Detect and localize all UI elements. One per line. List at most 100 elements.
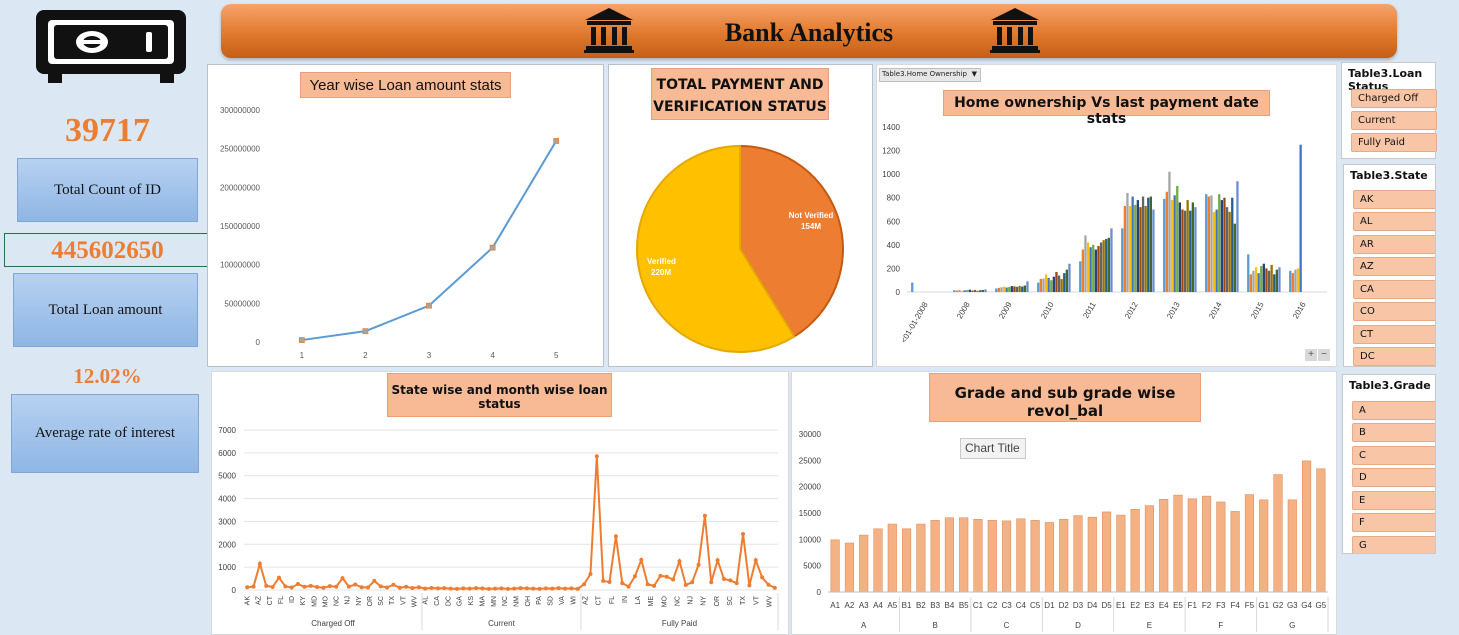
home-chart-panel[interactable]: Table3.Home Ownership ▼ Home ownership V… — [876, 64, 1337, 367]
slicer-item-co[interactable]: CO — [1353, 302, 1435, 321]
title-banner: Bank Analytics — [221, 4, 1397, 58]
x-tick-label: NY — [356, 596, 363, 606]
slicer-item-d[interactable]: D — [1352, 468, 1435, 487]
bar — [1008, 287, 1011, 292]
y-tick-label: 30000 — [799, 430, 822, 439]
bar — [1260, 266, 1263, 292]
x-tick-label: NC — [502, 596, 509, 606]
bar — [1139, 207, 1142, 292]
x-tick-label: VA — [559, 596, 566, 605]
expand-icon[interactable]: + — [1305, 349, 1317, 361]
kpi-loan-label: Total Loan amount — [13, 273, 198, 347]
bar — [963, 290, 966, 292]
slicer-item-ar[interactable]: AR — [1353, 235, 1435, 254]
slicer-item-b[interactable]: B — [1352, 423, 1435, 442]
grade-slicer[interactable]: Table3.Grade A B C D E F G — [1342, 374, 1436, 554]
chart-title-placeholder[interactable]: Chart Title — [960, 438, 1026, 459]
x-tick-label: A5 — [887, 601, 897, 610]
data-point — [772, 585, 777, 590]
x-tick-label: F2 — [1202, 601, 1212, 610]
data-point — [702, 513, 707, 518]
slicer-item-az[interactable]: AZ — [1353, 257, 1435, 276]
group-label: G — [1289, 621, 1295, 630]
collapse-icon[interactable]: − — [1318, 349, 1330, 361]
slicer-item-ct[interactable]: CT — [1353, 325, 1435, 344]
x-tick-label: 2012 — [1123, 300, 1140, 320]
y-tick-label: 20000 — [799, 483, 822, 492]
slicer-item-al[interactable]: AL — [1353, 212, 1435, 231]
data-point — [378, 584, 383, 589]
x-tick-label: FL — [278, 596, 285, 604]
x-tick-label: OH — [525, 596, 532, 607]
loan-status-slicer[interactable]: Table3.Loan Status Charged Off Current F… — [1341, 62, 1437, 159]
bar — [916, 523, 926, 593]
bar — [1254, 267, 1258, 292]
data-point — [569, 586, 574, 591]
grade-chart-panel[interactable]: Grade and sub grade wise revol_bal Chart… — [791, 371, 1337, 635]
slicer-item-e[interactable]: E — [1352, 491, 1435, 510]
slicer-item-ak[interactable]: AK — [1353, 190, 1435, 209]
selected-cell[interactable] — [4, 233, 209, 267]
bar — [1296, 268, 1300, 292]
slicer-item-g[interactable]: G — [1352, 536, 1435, 553]
data-point — [531, 586, 536, 591]
slicer-item-current[interactable]: Current — [1351, 111, 1437, 130]
grade-bar-chart: 0 5000 10000 15000 20000 25000 30000 A1 A2 A3 A4 A5… — [799, 430, 1329, 632]
year-chart-panel[interactable]: Year wise Loan amount stats 0 50000000 100… — [207, 64, 604, 367]
x-tick-label: OR — [367, 596, 374, 607]
bar — [1294, 269, 1297, 292]
bar — [887, 523, 897, 593]
pie-label-not-verified: Not Verified — [789, 211, 834, 220]
slicer-item-f[interactable]: F — [1352, 513, 1435, 532]
y-tick-label: 250000000 — [220, 145, 261, 154]
data-point — [391, 582, 396, 587]
slicer-item-c[interactable]: C — [1352, 446, 1435, 465]
slicer-item-fully-paid[interactable]: Fully Paid — [1351, 133, 1437, 152]
bar — [1163, 198, 1166, 292]
data-point — [658, 573, 663, 578]
bar — [1173, 494, 1183, 593]
bar — [1218, 194, 1221, 292]
data-point — [385, 585, 390, 590]
x-tick-label: 2008 — [955, 300, 972, 320]
home-ownership-filter[interactable]: Table3.Home Ownership ▼ — [879, 68, 981, 82]
bar — [1252, 270, 1255, 292]
y-tick-label: 10000 — [799, 535, 822, 544]
y-tick-label: 0 — [896, 288, 901, 297]
dropdown-arrow-icon[interactable]: ▼ — [971, 70, 977, 78]
payment-chart-panel[interactable]: TOTAL PAYMENT AND VERIFICATION STATUS No… — [608, 64, 873, 367]
bar — [1126, 193, 1129, 292]
bar — [1099, 242, 1103, 292]
bar — [1059, 519, 1069, 593]
bar — [973, 519, 983, 593]
payment-title-line1: TOTAL PAYMENT AND — [656, 77, 824, 93]
bar — [1316, 468, 1326, 593]
bar — [1097, 246, 1100, 292]
x-tick-label: FL — [609, 596, 616, 604]
x-tick-label: AZ — [582, 595, 589, 605]
data-point — [365, 585, 370, 590]
bar — [1060, 279, 1063, 292]
y-tick-label: 3000 — [218, 517, 236, 526]
x-tick-label: ME — [648, 596, 655, 607]
x-tick-label: E3 — [1145, 601, 1155, 610]
state-chart-title: State wise and month wise loan status — [387, 373, 612, 417]
data-point — [721, 577, 726, 582]
x-tick-label: A1 — [830, 601, 840, 610]
y-tick-label: 0 — [256, 338, 261, 347]
state-chart-panel[interactable]: State wise and month wise loan status 0 1… — [211, 371, 789, 635]
data-point — [334, 584, 339, 589]
slicer-item-dc[interactable]: DC — [1353, 347, 1435, 366]
bar — [1287, 499, 1297, 593]
state-slicer-title: Table3.State — [1350, 169, 1428, 182]
bar — [1183, 210, 1187, 292]
slicer-item-a[interactable]: A — [1352, 401, 1435, 420]
y-tick-label: 25000 — [799, 456, 822, 465]
x-tick-label: KY — [300, 596, 307, 606]
slicer-item-ca[interactable]: CA — [1353, 280, 1435, 299]
x-tick-label: G4 — [1301, 601, 1312, 610]
x-tick-label: WI — [570, 596, 577, 605]
data-point — [537, 586, 542, 591]
state-slicer[interactable]: Table3.State AK AL AR AZ CA CO CT DC — [1343, 164, 1436, 367]
slicer-item-charged-off[interactable]: Charged Off — [1351, 89, 1437, 108]
